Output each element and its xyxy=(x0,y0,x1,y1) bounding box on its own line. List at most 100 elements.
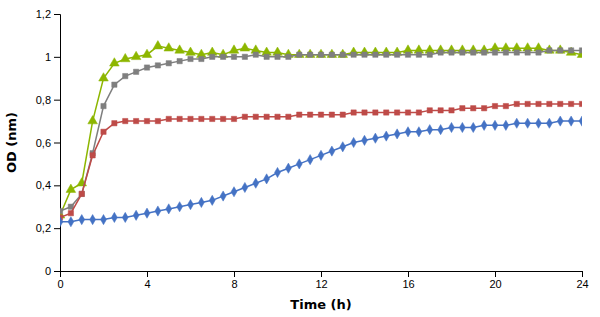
marker xyxy=(112,121,117,126)
marker xyxy=(242,114,247,119)
marker xyxy=(384,52,389,57)
marker xyxy=(60,217,63,227)
marker xyxy=(253,178,259,188)
marker xyxy=(199,56,204,61)
marker xyxy=(307,52,312,57)
marker xyxy=(101,103,106,108)
y-tick: 1 xyxy=(45,51,60,63)
marker xyxy=(492,50,497,55)
marker xyxy=(175,45,185,53)
marker xyxy=(536,101,541,106)
marker xyxy=(209,195,215,205)
marker xyxy=(384,110,389,115)
x-axis-title: Time (h) xyxy=(290,297,351,312)
marker xyxy=(427,108,432,113)
marker xyxy=(120,53,130,61)
marker xyxy=(253,114,258,119)
marker xyxy=(405,52,410,57)
marker xyxy=(362,52,367,57)
marker xyxy=(416,52,421,57)
marker xyxy=(470,122,476,132)
marker xyxy=(579,48,582,53)
marker xyxy=(68,217,74,227)
marker xyxy=(329,112,334,117)
marker xyxy=(557,116,563,126)
x-tick-mark xyxy=(321,271,322,277)
marker xyxy=(155,63,160,68)
marker xyxy=(60,208,63,213)
marker xyxy=(340,52,345,57)
y-tick: 0,4 xyxy=(36,179,60,191)
x-tick-label: 0 xyxy=(57,278,63,290)
marker xyxy=(188,116,193,121)
x-tick-mark xyxy=(582,271,583,277)
marker xyxy=(372,133,378,143)
marker xyxy=(264,114,269,119)
marker xyxy=(340,142,346,152)
plot: 0481216202400,20,40,60,811,2 xyxy=(36,8,589,290)
marker xyxy=(351,110,356,115)
marker xyxy=(210,116,215,121)
marker xyxy=(316,49,326,57)
y-tick: 0,6 xyxy=(36,137,60,149)
marker xyxy=(558,101,563,106)
marker xyxy=(231,187,237,197)
marker xyxy=(123,73,128,78)
series-line xyxy=(60,121,582,222)
marker xyxy=(307,112,312,117)
marker xyxy=(133,118,138,123)
x-tick-label: 8 xyxy=(231,278,237,290)
marks xyxy=(60,41,582,227)
marker xyxy=(329,146,335,156)
marker xyxy=(373,52,378,57)
marker xyxy=(294,49,304,57)
marker xyxy=(166,61,171,66)
marker xyxy=(210,54,215,59)
x-tick: 20 xyxy=(489,271,501,290)
marker xyxy=(503,50,508,55)
marker xyxy=(438,50,443,55)
marker xyxy=(492,120,498,130)
marker xyxy=(101,215,107,225)
marker xyxy=(558,48,563,53)
marker xyxy=(220,54,225,59)
marker xyxy=(318,112,323,117)
marker xyxy=(305,49,315,57)
marker xyxy=(231,54,236,59)
marker xyxy=(286,54,291,59)
marker xyxy=(525,50,530,55)
marker xyxy=(525,118,531,128)
marker xyxy=(153,41,163,49)
marker xyxy=(536,50,541,55)
y-tick-label: 1 xyxy=(45,51,51,63)
marker xyxy=(514,118,520,128)
marker xyxy=(188,200,194,210)
marker xyxy=(566,47,576,55)
x-tick-mark xyxy=(234,271,235,277)
marker xyxy=(545,45,555,53)
marker xyxy=(416,127,422,137)
marker xyxy=(240,43,250,51)
marker xyxy=(427,125,433,135)
marker xyxy=(514,101,519,106)
marker xyxy=(131,51,141,59)
marker xyxy=(579,101,582,106)
marker xyxy=(568,48,573,53)
series xyxy=(60,101,582,220)
marker xyxy=(405,110,410,115)
marker xyxy=(459,122,465,132)
y-tick-mark xyxy=(54,185,60,186)
y-tick-label: 0,8 xyxy=(36,94,51,106)
marker xyxy=(438,108,443,113)
x-tick: 8 xyxy=(231,271,237,290)
marker xyxy=(514,50,519,55)
chart: 0481216202400,20,40,60,811,2Time (h)OD (… xyxy=(0,0,600,317)
marker xyxy=(188,56,193,61)
marker xyxy=(351,137,357,147)
x-tick-label: 4 xyxy=(144,278,150,290)
y-tick-mark xyxy=(54,100,60,101)
marker xyxy=(318,150,324,160)
marker xyxy=(229,45,239,53)
marker xyxy=(579,116,582,126)
y-tick: 0,2 xyxy=(36,222,60,234)
